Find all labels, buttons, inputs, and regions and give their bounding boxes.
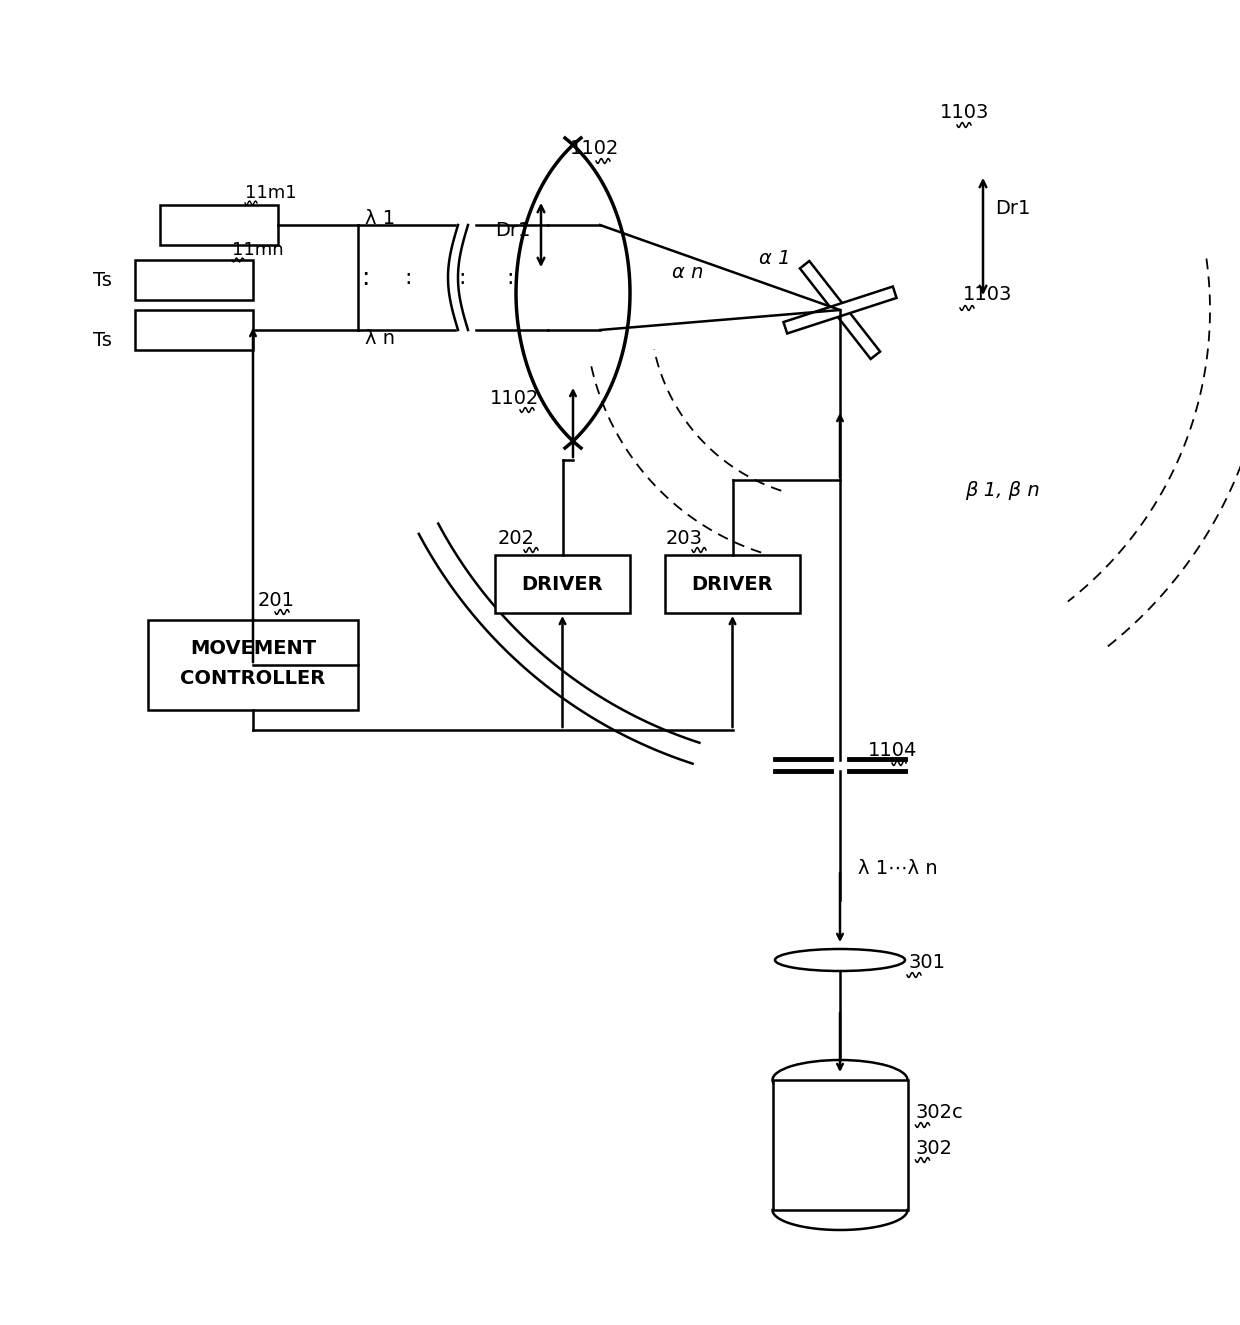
Text: 11mn: 11mn xyxy=(232,241,284,258)
Bar xyxy=(665,555,800,613)
Text: 1102: 1102 xyxy=(490,388,539,408)
Text: :: : xyxy=(404,268,412,288)
Text: 302: 302 xyxy=(915,1138,952,1158)
Text: 301: 301 xyxy=(908,953,945,971)
Text: 203: 203 xyxy=(666,529,703,547)
Text: :: : xyxy=(459,268,466,288)
Bar xyxy=(135,260,253,299)
Ellipse shape xyxy=(775,949,905,971)
Text: λ 1: λ 1 xyxy=(365,208,396,228)
Text: 302c: 302c xyxy=(915,1102,963,1121)
Text: DRIVER: DRIVER xyxy=(522,575,604,594)
Text: MOVEMENT: MOVEMENT xyxy=(190,639,316,657)
Polygon shape xyxy=(800,261,880,359)
Text: α 1: α 1 xyxy=(759,249,791,268)
Text: λ 1⋯λ n: λ 1⋯λ n xyxy=(858,859,937,877)
Text: Ts: Ts xyxy=(93,270,112,289)
Ellipse shape xyxy=(773,1060,908,1100)
Text: λ n: λ n xyxy=(365,329,396,347)
Bar xyxy=(160,205,278,245)
Bar xyxy=(135,310,253,350)
Bar xyxy=(148,620,358,710)
Text: CONTROLLER: CONTROLLER xyxy=(180,669,326,688)
Text: 11m1: 11m1 xyxy=(246,184,296,201)
Text: :: : xyxy=(361,266,370,290)
Text: α n: α n xyxy=(672,262,704,281)
Text: β 1, β n: β 1, β n xyxy=(965,481,1040,500)
Text: 1104: 1104 xyxy=(868,741,918,759)
Text: :: : xyxy=(506,268,513,288)
Text: 202: 202 xyxy=(498,529,534,547)
Text: DRIVER: DRIVER xyxy=(692,575,774,594)
Bar xyxy=(773,1080,908,1210)
Text: Dr1: Dr1 xyxy=(994,199,1030,217)
Text: 1102: 1102 xyxy=(570,139,619,158)
Text: 201: 201 xyxy=(258,591,295,610)
Text: Dr1: Dr1 xyxy=(495,220,531,240)
Text: 1103: 1103 xyxy=(940,102,990,122)
Bar xyxy=(495,555,630,613)
Text: 1103: 1103 xyxy=(963,285,1012,305)
Polygon shape xyxy=(784,286,897,334)
Text: Ts: Ts xyxy=(93,330,112,350)
